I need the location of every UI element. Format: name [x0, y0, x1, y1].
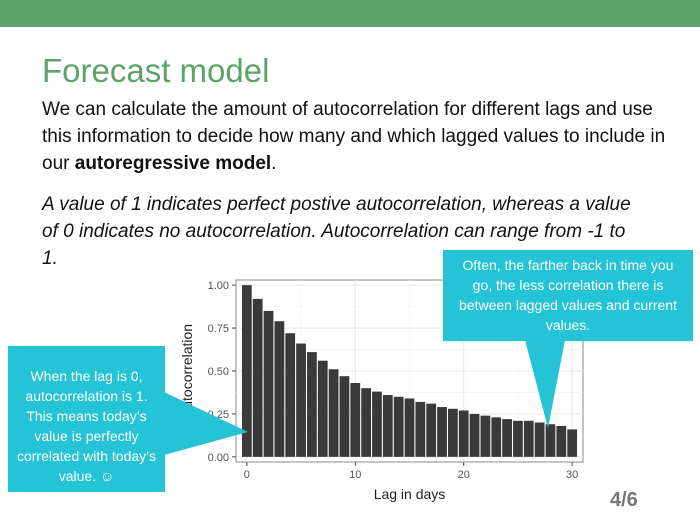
- bar-lag-2: [263, 310, 274, 457]
- bar-lag-27: [534, 422, 545, 457]
- bar-lag-14: [393, 396, 404, 457]
- x-tick-label: 30: [566, 469, 578, 481]
- x-tick-label: 20: [458, 469, 470, 481]
- bar-lag-10: [350, 383, 361, 457]
- x-axis-label: Lag in days: [374, 486, 446, 502]
- bar-lag-9: [339, 376, 350, 457]
- bar-lag-0: [241, 285, 252, 457]
- bar-lag-6: [307, 352, 317, 457]
- bar-lag-26: [523, 420, 534, 457]
- bar-lag-18: [437, 407, 447, 457]
- bar-lag-29: [556, 425, 567, 457]
- bar-lag-13: [382, 395, 393, 457]
- bar-lag-21: [469, 413, 480, 457]
- bar-lag-16: [415, 401, 426, 457]
- y-axis-label: Autocorrelation: [179, 324, 195, 418]
- bar-lag-28: [545, 424, 556, 457]
- y-tick-label: 0.75: [208, 323, 229, 335]
- bar-lag-1: [252, 298, 263, 457]
- bar-lag-8: [328, 369, 339, 457]
- page-number: 4/6: [610, 489, 638, 511]
- intro-end: .: [271, 153, 277, 174]
- y-tick-label: 0.00: [208, 452, 229, 464]
- bar-lag-30: [567, 429, 578, 457]
- x-tick-label: 10: [349, 469, 361, 481]
- bar-lag-7: [317, 360, 328, 457]
- bar-lag-4: [285, 333, 296, 457]
- bar-lag-24: [502, 419, 512, 457]
- top-accent-bar: [0, 0, 700, 27]
- slide-title: Forecast model: [42, 52, 270, 89]
- bar-lag-5: [296, 343, 306, 457]
- bar-lag-12: [372, 391, 382, 457]
- bar-lag-23: [491, 417, 502, 457]
- bar-lag-25: [513, 420, 523, 457]
- x-tick-label: 0: [244, 469, 250, 481]
- callout-right: Often, the farther back in time you go, …: [443, 250, 693, 341]
- bar-lag-15: [404, 398, 415, 457]
- y-tick-label: 1.00: [208, 280, 229, 292]
- intro-text: We can calculate the amount of autocorre…: [42, 99, 666, 174]
- callout-left: When the lag is 0, autocorrelation is 1.…: [8, 346, 165, 492]
- bar-lag-22: [480, 415, 491, 457]
- bar-lag-20: [458, 410, 469, 457]
- y-tick-label: 0.25: [208, 409, 229, 421]
- bar-lag-17: [426, 403, 437, 457]
- y-tick-label: 0.50: [208, 366, 229, 378]
- bar-lag-3: [274, 321, 285, 457]
- intro-paragraph: We can calculate the amount of autocorre…: [42, 96, 672, 177]
- intro-bold-term: autoregressive model: [74, 153, 272, 174]
- bar-lag-19: [447, 408, 458, 457]
- bar-lag-11: [361, 388, 372, 457]
- italic-note: A value of 1 indicates perfect postive a…: [42, 194, 631, 269]
